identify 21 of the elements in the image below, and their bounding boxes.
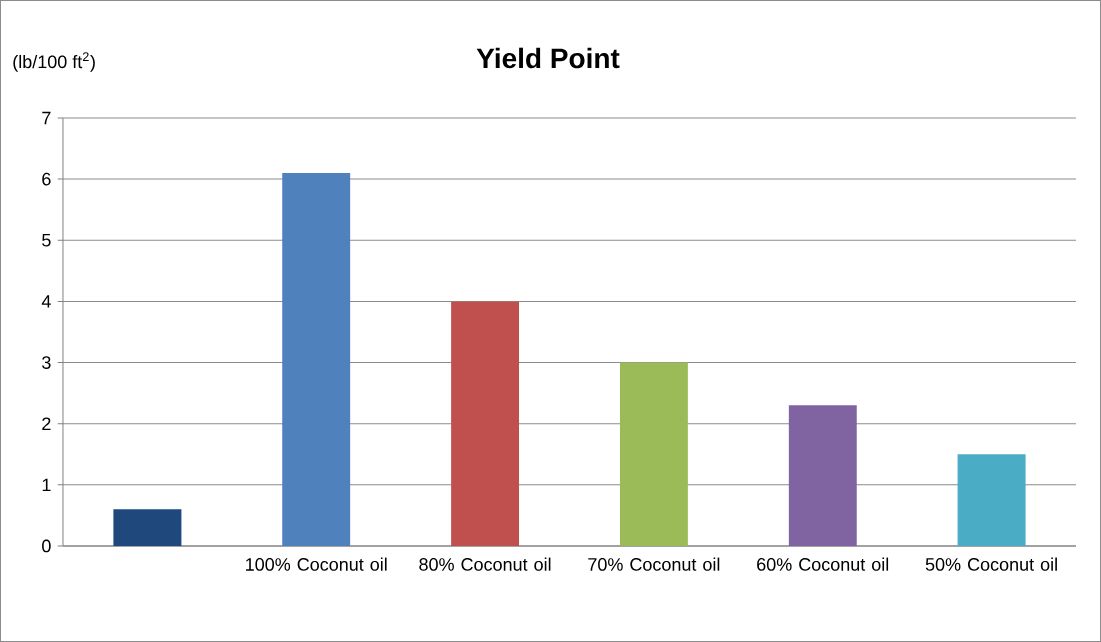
bar (957, 454, 1026, 546)
bar (788, 405, 857, 546)
bar (282, 173, 351, 546)
y-tick-label: 6 (42, 172, 51, 186)
x-tick-label: 50% Coconut oil (925, 557, 1057, 571)
y-tick-label: 0 (42, 539, 51, 553)
x-tick-label: 60% Coconut oil (757, 557, 889, 571)
chart-title: Yield Point (476, 47, 620, 69)
x-tick-label: 80% Coconut oil (419, 557, 551, 571)
bar (113, 509, 182, 546)
y-tick-label: 5 (42, 234, 51, 247)
x-tick-label: 100% Coconut oil (246, 557, 387, 571)
y-tick-label: 7 (42, 111, 51, 125)
y-tick-label: 3 (42, 356, 51, 369)
y-tick-label: 1 (42, 478, 51, 492)
bar (619, 362, 688, 546)
x-tick-label: 70% Coconut oil (588, 557, 720, 571)
y-tick-label: 2 (42, 417, 51, 430)
y-tick-label: 4 (41, 295, 51, 308)
bar (451, 301, 520, 546)
y-axis-title: (lb/100 ft$^{2}$) (13, 52, 95, 72)
